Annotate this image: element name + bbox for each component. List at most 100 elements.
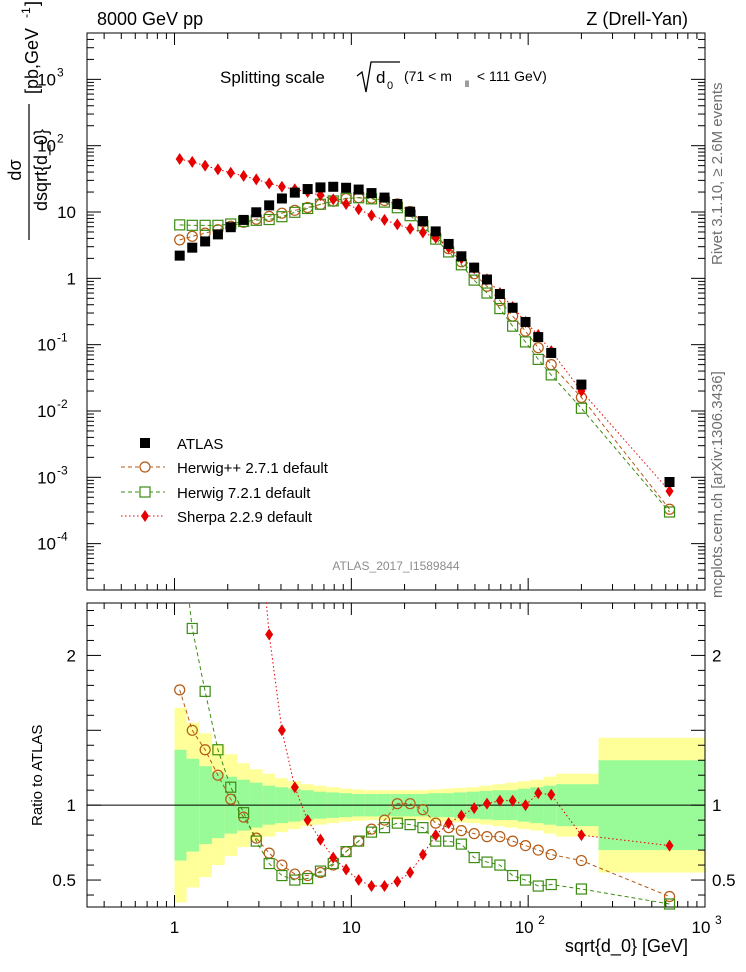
ratio-data-point (455, 838, 467, 850)
ratio-data-point (663, 898, 676, 910)
data-point (417, 216, 428, 227)
data-point (251, 207, 262, 218)
data-point (328, 181, 339, 192)
ratio-data-point (494, 831, 506, 843)
ratio-data-point (391, 798, 403, 810)
plot-title: Splitting scale d 0 (71 < m ll < 111 GeV… (220, 61, 547, 93)
data-point (418, 226, 427, 239)
y-tick-label: 10 (37, 336, 56, 355)
ratio-data-point (417, 822, 429, 834)
data-point (379, 192, 390, 203)
data-point (201, 159, 210, 172)
ratio-data-point (353, 835, 365, 847)
ratio-data-point (186, 622, 198, 635)
data-point (664, 476, 675, 487)
title-sqrt-arg: d (376, 68, 385, 87)
y-tick-label-exp: -3 (57, 463, 68, 477)
ratio-data-point (507, 869, 519, 882)
ratio-data-point (431, 829, 440, 842)
ratio-data-point (289, 874, 301, 886)
ratio-series-layer (174, 603, 676, 910)
ratio-data-point (494, 859, 506, 871)
y-tick-label: 10 (37, 137, 56, 156)
title-range-end: < 111 GeV) (473, 68, 547, 84)
ratio-data-point (404, 819, 416, 831)
data-point (186, 219, 198, 231)
ratio-data-point (199, 685, 211, 697)
analysis-id: ATLAS_2017_I1589844 (332, 559, 460, 573)
y-tick-label-exp: -1 (57, 331, 68, 345)
data-point (546, 347, 557, 358)
main-series-layer (174, 152, 676, 518)
ratio-data-point (367, 880, 376, 893)
legend-item-sherpa: Sherpa 2.2.9 default (121, 509, 313, 526)
ratio-y-axis-title: Ratio to ATLAS (29, 725, 46, 826)
data-point (663, 506, 676, 518)
data-point (276, 193, 287, 204)
ratio-data-point (391, 817, 403, 829)
data-point (226, 166, 235, 179)
ratio-data-point (238, 807, 250, 819)
legend-marker-atlas (140, 438, 150, 448)
data-point (481, 274, 492, 285)
legend: ATLAS Herwig++ 2.7.1 default Herwig 7.2.… (121, 436, 329, 526)
ratio-data-point (443, 835, 455, 847)
ratio-data-point (495, 794, 504, 807)
ratio-data-point (534, 787, 543, 800)
ratio-data-point (532, 880, 544, 892)
data-point (545, 369, 557, 381)
legend-marker-herwigpp (139, 461, 151, 473)
legend-item-herwig7: Herwig 7.2.1 default (121, 485, 311, 502)
legend-label-herwig7: Herwig 7.2.1 default (177, 485, 311, 502)
data-point (277, 180, 286, 193)
data-point (213, 163, 222, 176)
ratio-data-point (212, 744, 224, 756)
ratio-series-line (179, 689, 670, 897)
data-point (367, 209, 376, 222)
ratio-data-point (444, 817, 453, 830)
ratio-data-point (277, 724, 286, 737)
ylabel-unit: [pb,GeV (22, 28, 42, 94)
x-axis-title: sqrt{d_0} [GeV] (565, 936, 688, 957)
data-point (380, 213, 389, 226)
data-point (188, 155, 197, 168)
ratio-data-point (406, 866, 415, 879)
y-tick-label: 10 (37, 70, 56, 89)
x-tick-label: 1 (170, 918, 179, 937)
ratio-data-point (470, 802, 479, 815)
ratio-data-point (455, 825, 467, 837)
data-point (469, 262, 480, 273)
x-tick-label-exp: 2 (538, 913, 545, 927)
data-point (406, 222, 415, 235)
ylabel-den: dsqrt{d_0} (31, 129, 52, 211)
y-tick-label: 1 (67, 269, 76, 288)
ratio-data-point (263, 847, 275, 859)
ratio-data-point (365, 826, 378, 838)
data-point (665, 485, 674, 498)
y-tick-label: 10 (37, 468, 56, 487)
data-point (289, 187, 300, 198)
ratio-series-sherpa-2-2-9-default (265, 603, 674, 893)
ratio-data-point (186, 724, 198, 736)
ratio-data-point (225, 793, 237, 805)
ratio-data-point (276, 869, 288, 882)
x-tick-label-exp: 3 (715, 913, 722, 927)
data-point (187, 242, 198, 253)
ratio-data-point (577, 829, 586, 842)
data-point (342, 198, 351, 211)
data-point (507, 320, 519, 332)
axis-ticks (87, 32, 705, 907)
series-sherpa-2-2-9-default (175, 152, 674, 498)
data-point (366, 188, 377, 199)
ratio-data-point (225, 781, 237, 793)
legend-item-herwigpp: Herwig++ 2.7.1 default (121, 460, 329, 477)
ratio-data-point (575, 854, 588, 867)
ratio-data-point (521, 799, 530, 812)
title-range-sub: ll (465, 79, 469, 89)
y-tick-label-exp: 3 (57, 65, 64, 79)
x-tick-label: 10 (692, 918, 711, 937)
legend-item-atlas: ATLAS (140, 436, 223, 453)
y-axis-title: dσ dsqrt{d_0} [pb,GeV -1 ] (5, 1, 52, 240)
ratio-y-tick-label: 1 (67, 796, 76, 815)
ratio-data-point (265, 628, 274, 641)
